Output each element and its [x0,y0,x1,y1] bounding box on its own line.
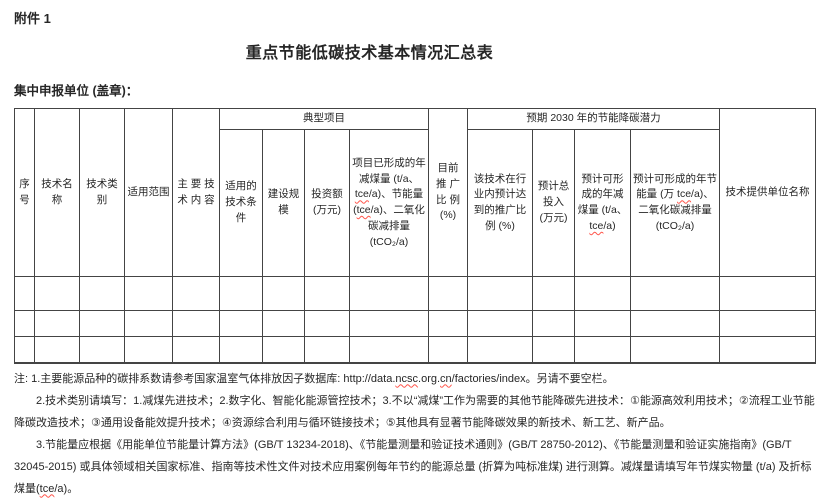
empty-cell[interactable] [262,336,305,364]
empty-cell[interactable] [172,336,220,364]
empty-cell[interactable] [34,310,80,337]
empty-cell[interactable] [124,310,173,337]
empty-cell[interactable] [574,276,631,311]
spellcheck-flagged-text: tce [677,188,692,201]
group-header-2030-potential: 预期 2030 年的节能降碳潜力 [466,108,721,130]
empty-cell[interactable] [124,276,173,311]
empty-cell[interactable] [262,276,305,311]
empty-cell[interactable] [349,336,429,364]
notes-section: 注: 1.主要能源品种的碳排系数请参考国家温室气体排放因子数据库: http:/… [14,368,815,500]
empty-cell[interactable] [428,310,468,337]
empty-cell[interactable] [574,310,631,337]
text-segment: 3.节能量应根据《用能单位节能量计算方法》(GB/T 13234-2018)、《… [14,438,812,495]
empty-cell[interactable] [719,310,817,337]
note-line-1: 注: 1.主要能源品种的碳排系数请参考国家温室气体排放因子数据库: http:/… [14,368,815,390]
empty-cell[interactable] [349,310,429,337]
col-header-tech-name: 技术名称 [34,108,80,277]
col-header-current-promotion: 目前 推 广 比 例 (%) [428,108,468,277]
empty-cell[interactable] [532,276,575,311]
empty-cell[interactable] [262,310,305,337]
col-header-expected-coal-reduction: 预计可形成的年减煤量 (t/a、 tce/a) [574,129,631,277]
text-segment: 项目已形成的年减煤量 (t/a、 [352,156,426,185]
empty-cell[interactable] [719,336,817,364]
empty-cell[interactable] [304,310,350,337]
empty-cell[interactable] [34,276,80,311]
empty-cell[interactable] [14,336,35,364]
empty-cell[interactable] [172,276,220,311]
col-header-expected-savings: 预计可形成的年节能量 (万 tce/a)、二氧化碳减排量 (tCO₂/a) [629,129,721,277]
empty-cell[interactable] [172,310,220,337]
col-header-expected-promotion: 该技术在行业内预计达到的推广比例 (%) [467,129,533,277]
col-header-provider: 技术提供单位名称 [719,108,817,277]
empty-cell[interactable] [304,276,350,311]
col-header-tech-category: 技术类别 [79,108,125,277]
text-segment: 预计可形成的年节能量 (万 [633,172,717,201]
col-header-applicable-conditions: 适用的技术条件 [219,129,263,277]
note-1-prefix: 注: 1.主要能源品种的碳排系数请参考国家温室气体排放因子数据库: [14,372,344,385]
text-segment: .org. [418,372,441,385]
empty-cell[interactable] [629,276,721,311]
note-line-3: 3.节能量应根据《用能单位节能量计算方法》(GB/T 13234-2018)、《… [14,434,815,500]
summary-table: 序号 技术名称 技术类别 适用范围 主 要 技 术 内 容 典型项目 目前 推 … [14,108,817,364]
declarer-label: 集中申报单位 (盖章)： [14,84,139,98]
col-header-main-content: 主 要 技 术 内 容 [172,108,220,277]
page-title: 重点节能低碳技术基本情况汇总表 [245,45,494,62]
empty-cell[interactable] [574,336,631,364]
empty-cell[interactable] [532,336,575,364]
empty-cell[interactable] [79,310,125,337]
attachment-label: 附件 1 [14,11,51,26]
col-header-seq: 序号 [14,108,35,277]
spellcheck-flagged-text: ncsc [395,372,419,385]
empty-cell[interactable] [79,336,125,364]
empty-cell[interactable] [719,276,817,311]
empty-cell[interactable] [467,310,533,337]
spellcheck-flagged-text: tce [354,188,369,201]
text-segment: /a)、二氧化碳减排量 (tCO₂/a) [368,204,425,248]
empty-cell[interactable] [629,310,721,337]
empty-cell[interactable] [304,336,350,364]
empty-cell[interactable] [467,336,533,364]
spellcheck-flagged-text: tce [356,204,371,216]
empty-cell[interactable] [428,276,468,311]
table-body [14,276,817,364]
url-link[interactable]: http://data.ncsc.org.cn/factories/index [343,373,525,385]
empty-cell[interactable] [219,276,263,311]
text-segment: 预计可形成的年减煤量 (t/a、 [577,172,628,217]
col-header-scope: 适用范围 [124,108,173,277]
empty-cell[interactable] [629,336,721,364]
empty-cell[interactable] [79,276,125,311]
empty-cell[interactable] [428,336,468,364]
text-segment: /a)。 [54,482,79,495]
group-header-typical-project: 典型项目 [219,108,429,130]
spellcheck-flagged-text: tce [589,219,604,232]
col-header-investment: 投资额 (万元) [304,129,350,277]
empty-cell[interactable] [124,336,173,364]
col-header-construction-scale: 建设规模 [262,129,305,277]
empty-cell[interactable] [14,310,35,337]
table-row [14,336,817,364]
table-row [14,310,817,337]
empty-cell[interactable] [34,336,80,364]
text-segment: /factories/index [451,372,526,385]
empty-cell[interactable] [349,276,429,311]
empty-cell[interactable] [14,276,35,311]
table-row [14,276,817,311]
spellcheck-flagged-text: tce [39,482,55,495]
empty-cell[interactable] [532,310,575,337]
col-header-expected-investment: 预计总投入 (万元) [532,129,575,277]
title-wrap: 重点节能低碳技术基本情况汇总表 [14,44,815,64]
text-segment: http://data. [343,372,396,385]
note-1-suffix: 。另请不要空栏。 [525,372,614,385]
spellcheck-flagged-text: cn [440,372,452,385]
empty-cell[interactable] [219,336,263,364]
empty-cell[interactable] [219,310,263,337]
empty-cell[interactable] [467,276,533,311]
header-group-row: 序号 技术名称 技术类别 适用范围 主 要 技 术 内 容 典型项目 目前 推 … [14,108,817,277]
col-header-project-formed-reduction: 项目已形成的年减煤量 (t/a、 tce/a)、节能量(tce/a)、二氧化碳减排… [349,129,429,277]
note-line-2: 2.技术类别请填写：1.减煤先进技术；2.数字化、智能化能源管控技术；3.不以“… [14,394,815,429]
text-segment: /a)、节能量( [353,188,424,216]
text-segment: /a)、二氧化碳减排量 (tCO₂/a) [638,188,714,232]
text-segment: /a) [603,219,616,232]
